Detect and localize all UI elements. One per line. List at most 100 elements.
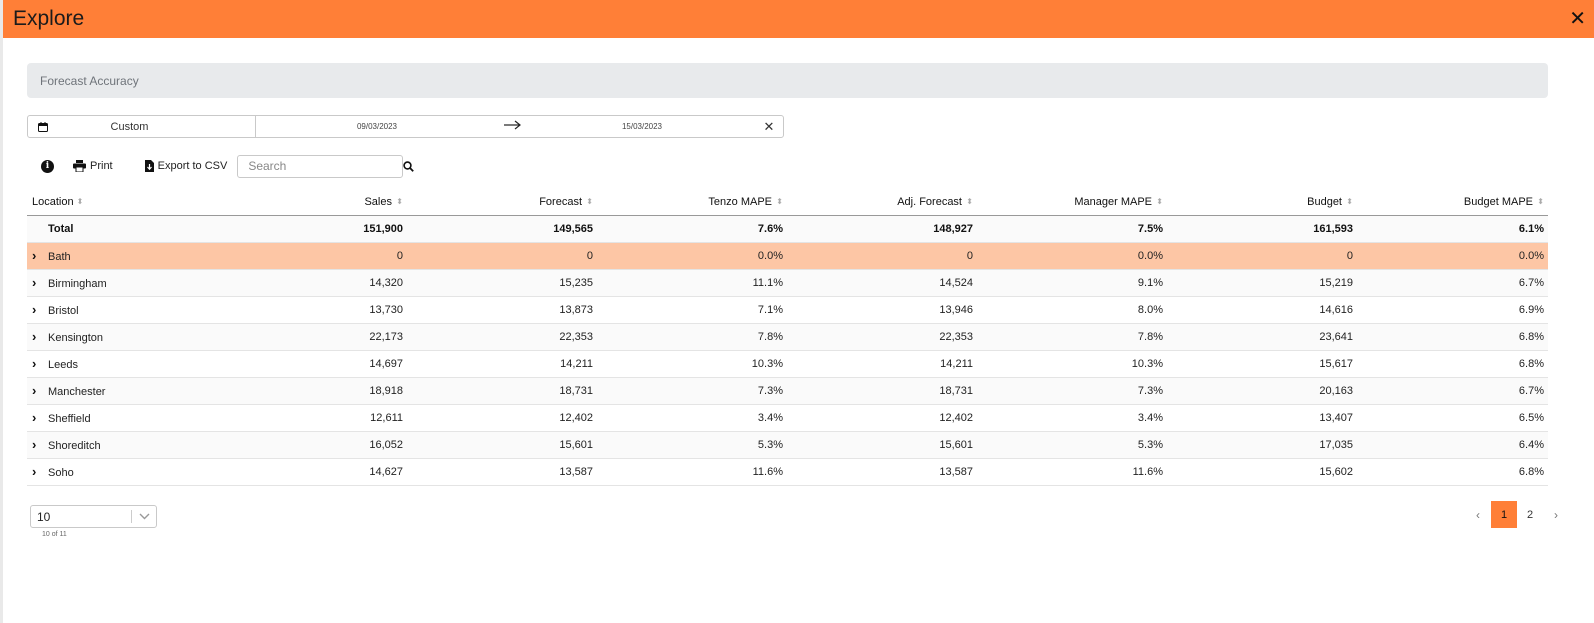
- table-row[interactable]: › Leeds 14,697 14,211 10.3% 14,211 10.3% …: [27, 350, 1548, 378]
- chevron-right-icon[interactable]: ›: [32, 437, 37, 452]
- clear-date-icon[interactable]: ✕: [763, 118, 775, 134]
- calendar-icon: [38, 121, 48, 132]
- cell-tenzo-mape: 11.6%: [597, 458, 787, 486]
- cell-budget-mape: 6.5%: [1357, 404, 1548, 432]
- start-date-input[interactable]: 09/03/2023: [356, 122, 398, 131]
- cell-adj-forecast: 15,601: [787, 431, 977, 459]
- column-header-forecast[interactable]: Forecast ⬍: [407, 189, 597, 216]
- sort-icon: ⬍: [586, 196, 593, 206]
- chevron-right-icon[interactable]: ›: [32, 464, 37, 479]
- cell-forecast: 13,873: [407, 296, 597, 324]
- cell-budget: 14,616: [1167, 296, 1357, 324]
- modal-title: Explore: [13, 7, 85, 30]
- chevron-right-icon[interactable]: ›: [32, 275, 37, 290]
- table-row[interactable]: › Bath 0 0 0.0% 0 0.0% 0 0.0%: [27, 242, 1548, 270]
- chevron-right-icon[interactable]: ›: [32, 383, 37, 398]
- cell-manager-mape: 7.5%: [977, 215, 1167, 243]
- table-row[interactable]: › Kensington 22,173 22,353 7.8% 22,353 7.…: [27, 323, 1548, 351]
- sort-icon: ⬍: [76, 196, 84, 206]
- sort-icon: ⬍: [776, 196, 783, 206]
- cell-sales: 0: [217, 242, 407, 270]
- column-header-tenzo-mape[interactable]: Tenzo MAPE ⬍: [597, 189, 787, 216]
- chevron-right-icon[interactable]: ›: [32, 356, 37, 371]
- cell-budget: 15,602: [1167, 458, 1357, 486]
- cell-manager-mape: 8.0%: [977, 296, 1167, 324]
- cell-tenzo-mape: 11.1%: [597, 269, 787, 297]
- cell-forecast: 15,601: [407, 431, 597, 459]
- end-date-input[interactable]: 15/03/2023: [621, 122, 663, 131]
- date-range-picker[interactable]: Custom 09/03/2023 15/03/2023 ✕: [27, 115, 784, 138]
- column-header-sales[interactable]: Sales ⬍: [217, 189, 407, 216]
- page-button-2[interactable]: 2: [1526, 508, 1534, 521]
- page-button-1[interactable]: 1: [1491, 501, 1517, 528]
- close-icon[interactable]: ✕: [1569, 8, 1586, 30]
- cell-location: Kensington: [48, 332, 104, 344]
- print-icon: [73, 160, 86, 172]
- cell-adj-forecast: 14,211: [787, 350, 977, 378]
- search-input[interactable]: [248, 159, 404, 173]
- pagination: ‹ 1 2 ›: [1465, 501, 1569, 528]
- select-divider: [131, 510, 132, 523]
- cell-tenzo-mape: 5.3%: [597, 431, 787, 459]
- cell-budget-mape: 6.9%: [1357, 296, 1548, 324]
- cell-forecast: 12,402: [407, 404, 597, 432]
- chevron-right-icon[interactable]: ›: [32, 302, 37, 317]
- cell-budget: 17,035: [1167, 431, 1357, 459]
- column-header-budget-mape[interactable]: Budget MAPE ⬍: [1357, 189, 1548, 216]
- cell-sales: 14,697: [217, 350, 407, 378]
- table-row[interactable]: › Sheffield 12,611 12,402 3.4% 12,402 3.4…: [27, 404, 1548, 432]
- page-count-text: 10 of 11: [42, 531, 67, 538]
- cell-adj-forecast: 13,946: [787, 296, 977, 324]
- export-csv-button[interactable]: Export to CSV: [144, 160, 227, 172]
- cell-tenzo-mape: 10.3%: [597, 350, 787, 378]
- cell-location: Bath: [48, 251, 71, 263]
- cell-forecast: 18,731: [407, 377, 597, 405]
- cell-budget: 15,617: [1167, 350, 1357, 378]
- cell-adj-forecast: 18,731: [787, 377, 977, 405]
- column-header-budget[interactable]: Budget ⬍: [1167, 189, 1357, 216]
- search-icon[interactable]: [403, 160, 415, 172]
- cell-tenzo-mape: 0.0%: [597, 242, 787, 270]
- cell-adj-forecast: 14,524: [787, 269, 977, 297]
- forecast-accuracy-table: Location ⬍ Sales ⬍ Forecast ⬍ Tenzo MAPE ⬍ A…: [27, 189, 1548, 486]
- cell-tenzo-mape: 7.8%: [597, 323, 787, 351]
- column-header-location[interactable]: Location ⬍: [27, 189, 217, 216]
- table-row[interactable]: › Manchester 18,918 18,731 7.3% 18,731 7.…: [27, 377, 1548, 405]
- prev-page-button[interactable]: ‹: [1476, 507, 1480, 522]
- arrow-right-icon: [498, 120, 528, 133]
- cell-manager-mape: 10.3%: [977, 350, 1167, 378]
- cell-adj-forecast: 12,402: [787, 404, 977, 432]
- column-header-adj-forecast[interactable]: Adj. Forecast ⬍: [787, 189, 977, 216]
- table-row[interactable]: › Birmingham 14,320 15,235 11.1% 14,524 9…: [27, 269, 1548, 297]
- cell-sales: 22,173: [217, 323, 407, 351]
- chevron-right-icon[interactable]: ›: [32, 410, 37, 425]
- background-page-edge: [0, 0, 4, 623]
- cell-tenzo-mape: 3.4%: [597, 404, 787, 432]
- sort-icon: ⬍: [396, 196, 403, 206]
- cell-manager-mape: 9.1%: [977, 269, 1167, 297]
- cell-location: Manchester: [48, 386, 106, 398]
- cell-forecast: 22,353: [407, 323, 597, 351]
- chevron-down-icon[interactable]: [132, 513, 156, 520]
- table-row[interactable]: › Soho 14,627 13,587 11.6% 13,587 11.6% 1…: [27, 458, 1548, 486]
- file-download-icon: [144, 160, 154, 172]
- cell-budget-mape: 6.1%: [1357, 215, 1548, 243]
- date-preset-select[interactable]: Custom: [28, 116, 256, 137]
- page-size-value: 10: [37, 509, 51, 524]
- next-page-button[interactable]: ›: [1554, 507, 1558, 522]
- info-icon[interactable]: i: [41, 159, 54, 173]
- table-row[interactable]: › Shoreditch 16,052 15,601 5.3% 15,601 5.…: [27, 431, 1548, 459]
- cell-budget-mape: 6.8%: [1357, 350, 1548, 378]
- chevron-right-icon[interactable]: ›: [32, 329, 37, 344]
- section-title: Forecast Accuracy: [40, 73, 139, 88]
- chevron-right-icon[interactable]: ›: [32, 248, 37, 263]
- date-preset-label: Custom: [110, 120, 149, 133]
- cell-budget-mape: 6.7%: [1357, 269, 1548, 297]
- column-header-manager-mape[interactable]: Manager MAPE ⬍: [977, 189, 1167, 216]
- page-size-select[interactable]: 10: [30, 505, 157, 528]
- cell-adj-forecast: 148,927: [787, 215, 977, 243]
- cell-sales: 151,900: [217, 215, 407, 243]
- cell-tenzo-mape: 7.3%: [597, 377, 787, 405]
- table-row[interactable]: › Bristol 13,730 13,873 7.1% 13,946 8.0% …: [27, 296, 1548, 324]
- print-button[interactable]: Print: [73, 160, 113, 172]
